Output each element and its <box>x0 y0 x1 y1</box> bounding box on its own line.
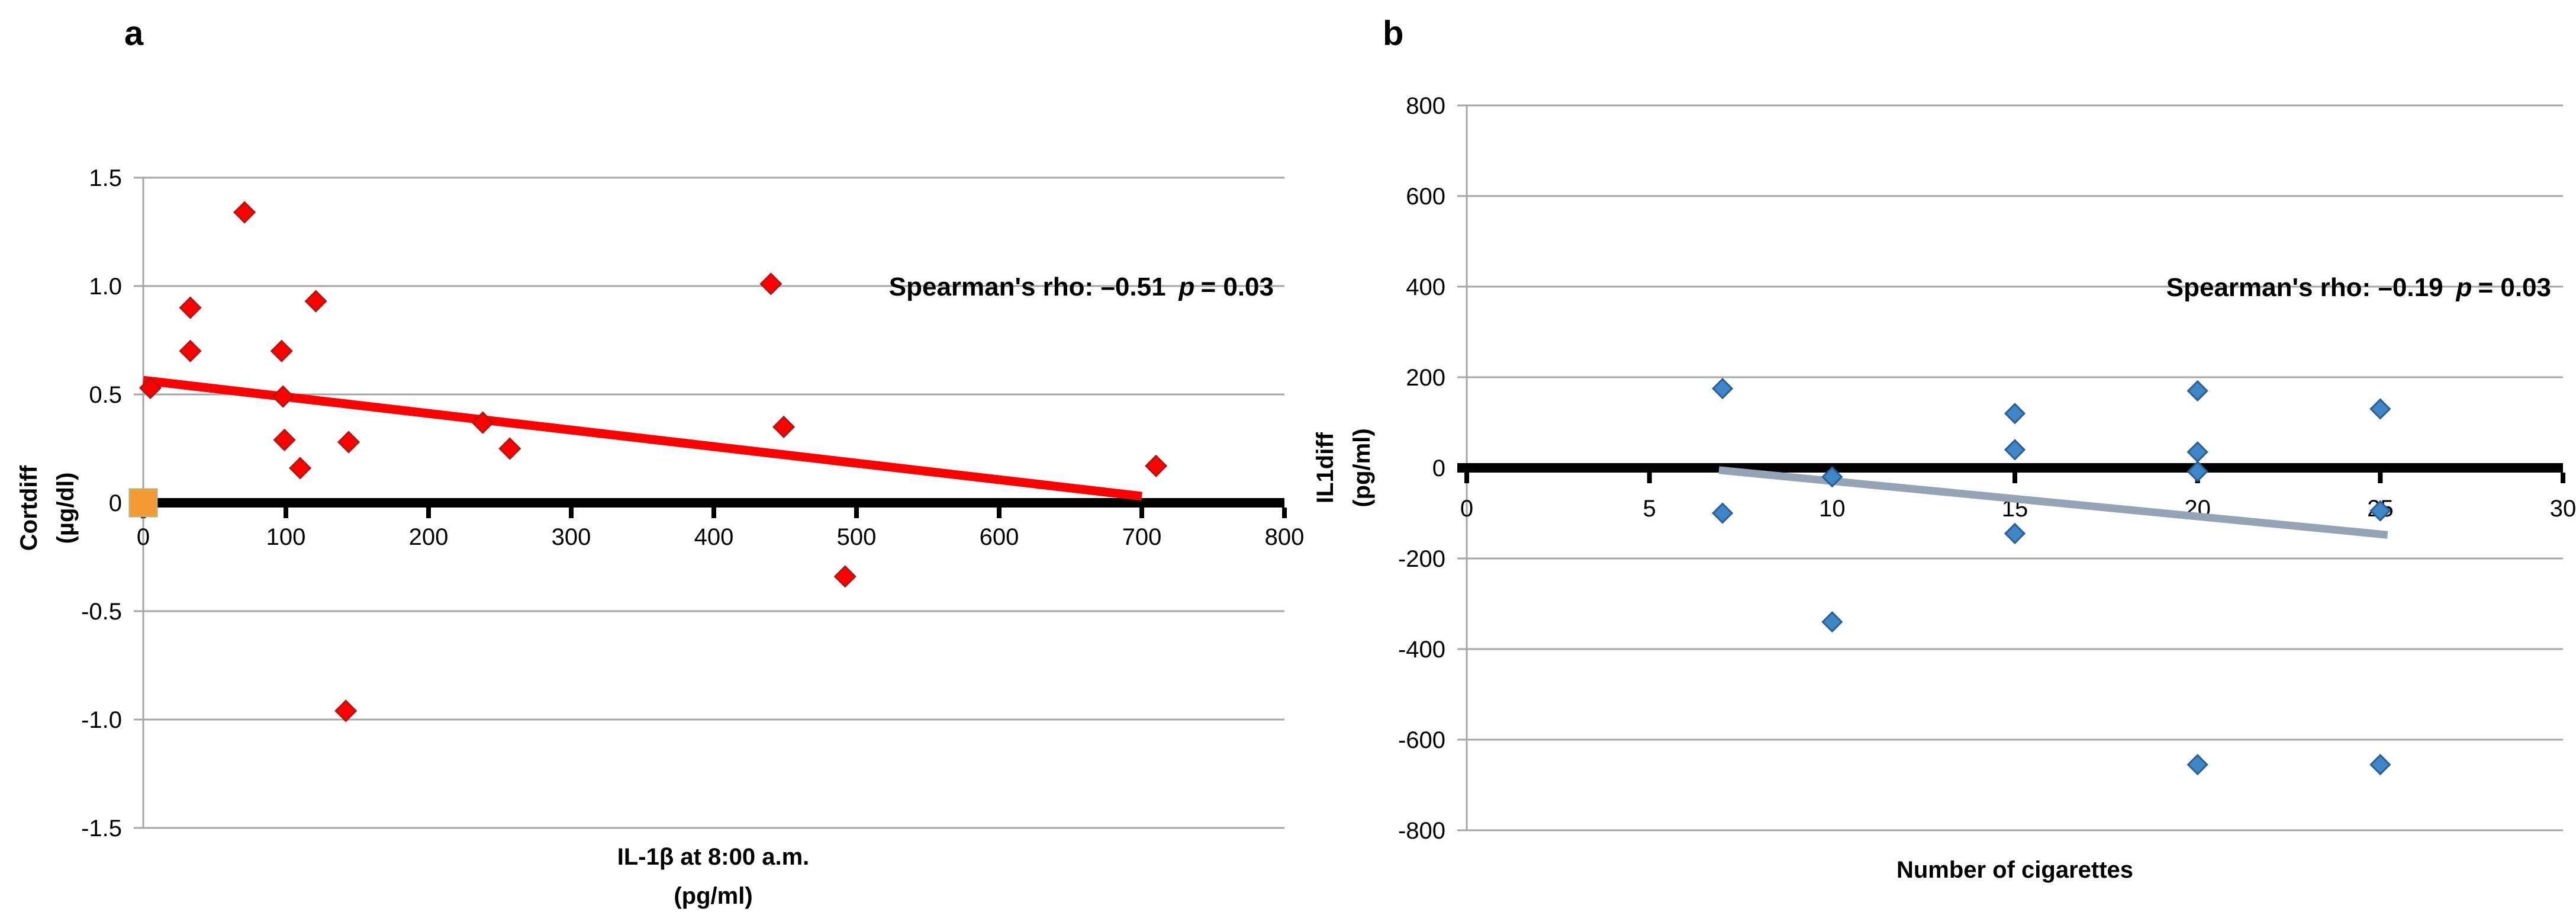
x-tick <box>1464 473 1469 483</box>
spearman-annotation: Spearman's rho: –0.19 p = 0.03 <box>2166 273 2551 302</box>
y-tick-label: 1.5 <box>89 165 122 191</box>
panel-b-label: b <box>1383 14 1404 53</box>
x-tick-label: 700 <box>1122 524 1162 550</box>
panel-a-chart: 1.5 1.0 0.5 0 -0.5 -1.0 -1.5 0 100 200 300 400 500 60… <box>16 165 1304 909</box>
y-tick-label: 0 <box>1432 455 1445 481</box>
data-point-diamond <box>1821 611 1843 633</box>
data-point-diamond <box>272 385 295 408</box>
data-point-diamond <box>334 699 358 722</box>
y-tick-label: 400 <box>1406 274 1445 300</box>
data-point-diamond <box>759 272 783 296</box>
y-tick-label: -400 <box>1398 637 1445 663</box>
data-point-diamond <box>772 415 796 439</box>
data-point-diamond <box>179 296 202 319</box>
x-tick <box>711 508 716 518</box>
data-point-diamond <box>471 411 494 434</box>
y-tick-label: -0.5 <box>81 599 122 625</box>
data-point-diamond <box>2369 500 2391 522</box>
x-tick-label: 200 <box>409 524 449 550</box>
x-tick-label: 0 <box>1460 496 1473 522</box>
data-point-diamond <box>2187 380 2208 402</box>
y-tick-label: -200 <box>1398 546 1445 572</box>
x-tick-label: 5 <box>1643 496 1656 522</box>
y-tick-label: 0 <box>109 490 122 516</box>
x-tick-label: 400 <box>694 524 734 550</box>
x-tick <box>2561 473 2565 483</box>
y-tick-label: 600 <box>1406 184 1445 210</box>
data-point-diamond <box>2187 441 2208 463</box>
x-tick-label: 0 <box>137 524 150 550</box>
y-tick-label: 800 <box>1406 93 1445 119</box>
data-point-square <box>128 488 158 518</box>
y-tick-label: 200 <box>1406 365 1445 391</box>
y-tick-label: 0.5 <box>89 382 122 408</box>
x-tick-label: 30 <box>2550 496 2576 522</box>
y-tick-label: -1.5 <box>81 815 122 842</box>
x-tick <box>997 508 1002 518</box>
data-point-diamond <box>833 565 856 588</box>
panel-b-chart: 8006004002000-200-400-600-80005101520253… <box>1312 93 2576 883</box>
y-tick-label: -600 <box>1398 727 1445 753</box>
trendline <box>143 375 1142 501</box>
y-tick-label: 1.0 <box>89 274 122 300</box>
data-point-diamond <box>2369 753 2391 776</box>
data-point-diamond <box>2187 460 2208 483</box>
x-tick-label: 500 <box>837 524 877 550</box>
data-point-diamond <box>2369 398 2391 420</box>
data-point-diamond <box>1144 454 1168 477</box>
data-point-diamond <box>139 376 162 400</box>
spearman-annotation: Spearman's rho: –0.51 p = 0.03 <box>889 272 1274 301</box>
x-tick <box>2012 473 2017 483</box>
y-axis-title: Cortdiff <box>16 465 42 551</box>
data-point-diamond <box>337 431 360 454</box>
x-tick <box>1282 508 1287 518</box>
y-tick-label: -1.0 <box>81 707 122 733</box>
data-point-diamond <box>1821 466 1843 488</box>
data-point-diamond <box>498 437 521 460</box>
data-point-diamond <box>288 457 312 480</box>
x-tick-label: 300 <box>552 524 591 550</box>
data-point-diamond <box>2004 439 2026 461</box>
data-point-diamond <box>1712 502 1734 524</box>
x-tick <box>854 508 859 518</box>
data-point-diamond <box>2004 403 2026 425</box>
x-tick <box>569 508 574 518</box>
x-tick-label: 10 <box>1819 496 1846 522</box>
x-tick-label: 100 <box>266 524 306 550</box>
y-axis-title: (µg/dl) <box>53 473 79 544</box>
data-point-diamond <box>1712 378 1734 400</box>
data-point-diamond <box>304 290 327 313</box>
x-tick <box>426 508 431 518</box>
data-point-diamond <box>270 339 293 362</box>
data-point-diamond <box>179 339 202 362</box>
x-tick <box>2378 473 2383 483</box>
data-point-diamond <box>273 428 296 451</box>
x-tick-label: 800 <box>1265 524 1305 550</box>
data-point-diamond <box>233 201 256 224</box>
x-tick <box>1139 508 1144 518</box>
x-axis-title: IL-1β at 8:00 a.m. <box>617 844 810 870</box>
panel-a-label: a <box>124 14 144 53</box>
y-axis-title: IL1diff <box>1312 432 1338 503</box>
x-tick <box>1647 473 1652 483</box>
y-tick-label: -800 <box>1398 818 1445 844</box>
data-point-diamond <box>2187 753 2208 776</box>
x-axis-title: (pg/ml) <box>674 883 752 909</box>
x-tick-label: 600 <box>980 524 1019 550</box>
x-tick <box>284 508 288 518</box>
y-axis-title: (pg/ml) <box>1349 428 1375 507</box>
x-axis-title: Number of cigarettes <box>1896 857 2133 883</box>
data-point-diamond <box>2004 522 2026 545</box>
